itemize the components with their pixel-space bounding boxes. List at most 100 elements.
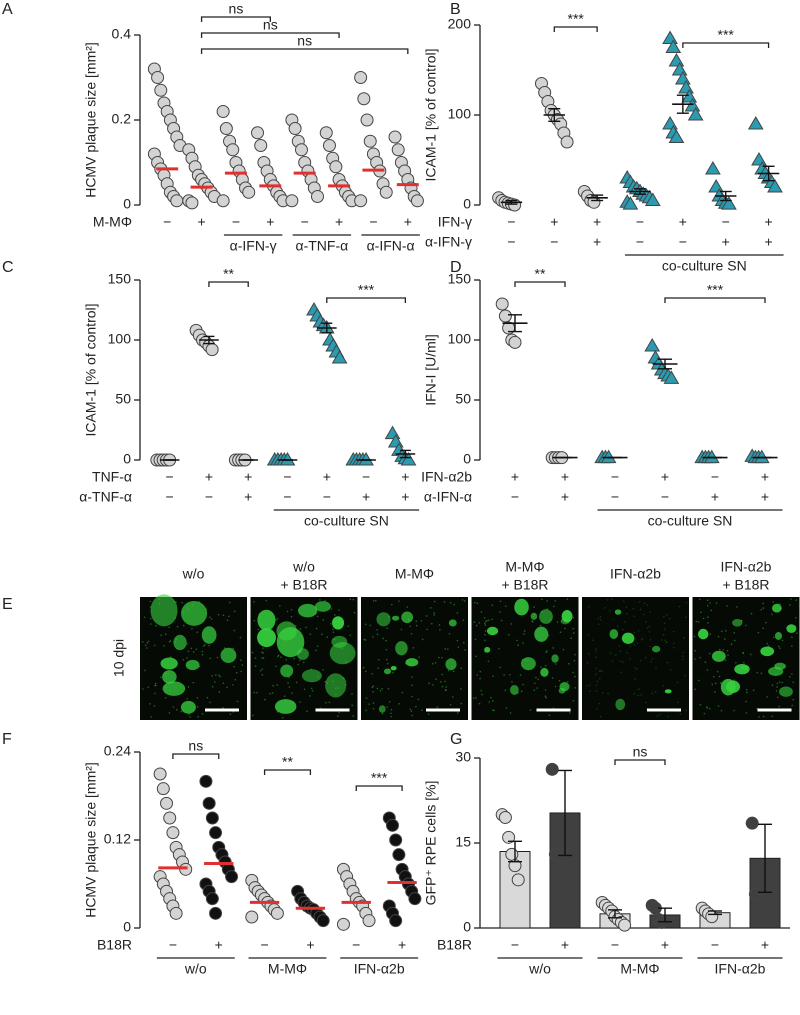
gfp-speck xyxy=(398,702,400,705)
data-point xyxy=(747,116,764,130)
gfp-speck xyxy=(574,687,577,689)
gfp-speck xyxy=(723,638,726,640)
gfp-speck xyxy=(460,667,462,669)
gfp-speck xyxy=(428,682,430,685)
gfp-speck xyxy=(147,686,150,689)
row-value: − xyxy=(169,937,177,953)
gfp-speck xyxy=(256,691,258,694)
gfp-speck xyxy=(195,648,198,650)
gfp-speck xyxy=(791,673,793,675)
row-label: α-TNF-α xyxy=(79,489,132,505)
panel-label: A xyxy=(2,1,13,18)
data-point xyxy=(329,160,343,174)
panel-label: B xyxy=(450,1,461,18)
gfp-speck xyxy=(693,635,696,638)
gfp-speck xyxy=(198,601,200,603)
gfp-speck xyxy=(409,625,412,628)
gfp-speck xyxy=(280,656,282,658)
gfp-speck xyxy=(554,685,557,688)
gfp-speck xyxy=(261,623,264,626)
gfp-speck xyxy=(776,682,779,685)
data-point xyxy=(169,906,183,920)
gfp-speck xyxy=(345,661,348,664)
data-point xyxy=(216,194,230,208)
gfp-speck xyxy=(436,706,439,708)
gfp-speck xyxy=(668,690,670,693)
gfp-speck xyxy=(305,626,307,629)
gfp-focus xyxy=(774,631,783,640)
gfp-speck xyxy=(553,605,555,608)
gfp-speck xyxy=(638,688,640,690)
gfp-speck xyxy=(441,673,444,676)
gfp-speck xyxy=(636,642,639,645)
gfp-speck xyxy=(287,673,289,675)
gfp-speck xyxy=(290,615,293,618)
gfp-speck xyxy=(533,689,536,692)
gfp-speck xyxy=(456,612,459,614)
gfp-speck xyxy=(544,695,547,697)
gfp-speck xyxy=(365,670,367,673)
gfp-speck xyxy=(352,715,354,717)
gfp-speck xyxy=(708,652,711,655)
gfp-speck xyxy=(415,705,417,708)
gfp-speck xyxy=(391,603,393,606)
gfp-speck xyxy=(709,633,712,635)
data-point xyxy=(209,906,223,920)
gfp-speck xyxy=(457,646,460,648)
gfp-focus xyxy=(772,603,782,613)
gfp-speck xyxy=(390,715,392,718)
row-label: TNF-α xyxy=(92,469,132,485)
gfp-speck xyxy=(315,649,317,652)
gfp-speck xyxy=(176,625,179,628)
gfp-speck xyxy=(547,634,550,637)
gfp-focus xyxy=(621,632,635,644)
gfp-speck xyxy=(609,652,612,654)
data-point xyxy=(498,309,512,323)
gfp-speck xyxy=(324,599,326,602)
gfp-speck xyxy=(211,675,213,677)
gfp-speck xyxy=(641,637,644,640)
y-axis-label: HCMV plaque size [mm²] xyxy=(83,42,99,198)
row-value: − xyxy=(661,489,669,505)
gfp-speck xyxy=(779,647,781,649)
gfp-speck xyxy=(509,673,511,676)
gfp-speck xyxy=(196,631,199,634)
gfp-speck xyxy=(493,709,496,712)
gfp-speck xyxy=(531,620,533,622)
data-point xyxy=(205,343,219,357)
gfp-speck xyxy=(639,608,642,611)
row-value: − xyxy=(163,214,171,230)
significance-bracket xyxy=(172,753,220,759)
gfp-speck xyxy=(606,599,609,601)
gfp-speck xyxy=(387,615,390,618)
gfp-speck xyxy=(619,660,622,662)
gfp-speck xyxy=(634,666,636,669)
gfp-speck xyxy=(621,628,624,631)
gfp-focus xyxy=(332,616,345,630)
gfp-focus xyxy=(296,648,309,660)
gfp-speck xyxy=(714,682,717,685)
gfp-speck xyxy=(263,637,265,639)
data-point xyxy=(392,848,406,862)
gfp-speck xyxy=(379,689,382,692)
gfp-speck xyxy=(760,672,763,675)
gfp-speck xyxy=(445,686,448,688)
data-point xyxy=(199,774,213,788)
gfp-speck xyxy=(306,710,308,713)
group-label: w/o xyxy=(528,961,551,977)
gfp-speck xyxy=(697,621,700,623)
gfp-speck xyxy=(702,633,704,635)
data-point xyxy=(245,910,259,924)
gfp-speck xyxy=(775,690,778,692)
gfp-speck xyxy=(186,657,188,659)
gfp-speck xyxy=(452,670,455,673)
significance-label: *** xyxy=(707,282,724,298)
gfp-speck xyxy=(490,696,492,699)
data-point xyxy=(319,126,333,140)
row-value: + xyxy=(722,234,730,250)
gfp-speck xyxy=(733,709,735,712)
gfp-focus xyxy=(520,657,536,671)
gfp-speck xyxy=(253,691,256,694)
row-value: − xyxy=(636,214,644,230)
gfp-speck xyxy=(544,664,547,667)
